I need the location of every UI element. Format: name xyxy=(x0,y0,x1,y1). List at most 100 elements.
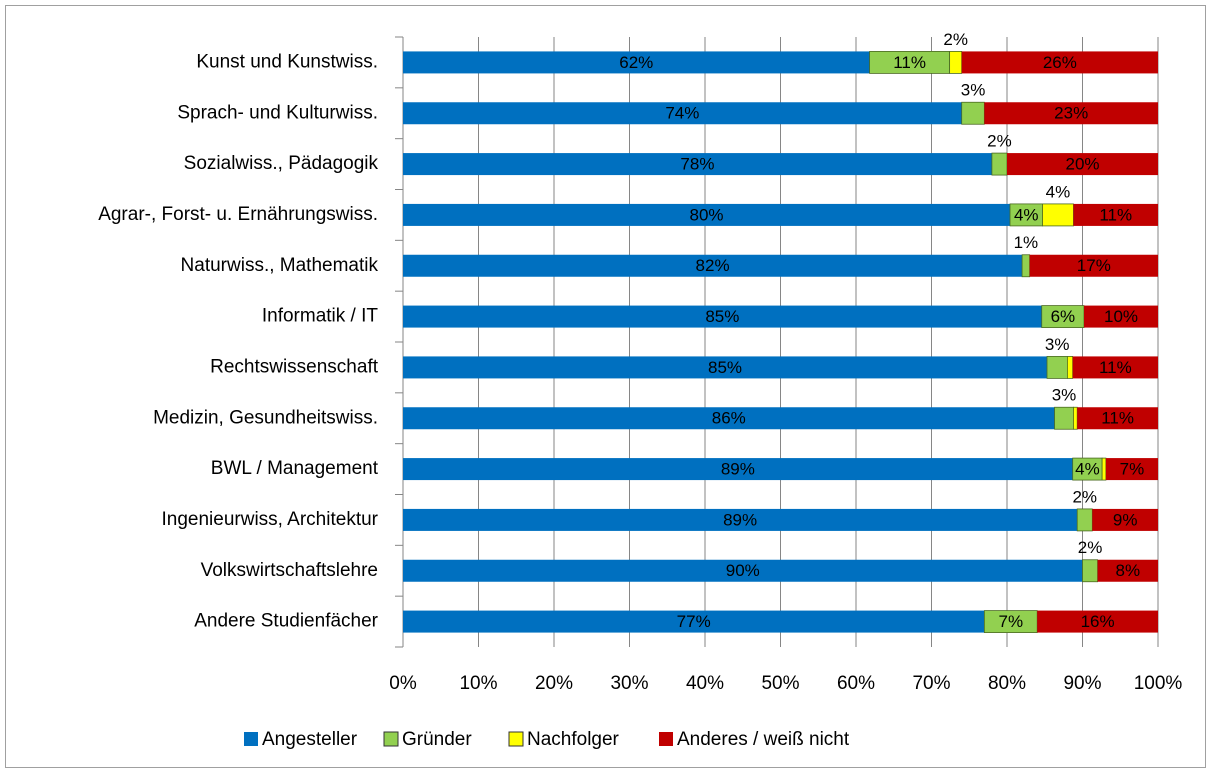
y-tick-label: Informatik / IT xyxy=(262,306,379,327)
data-label: 80% xyxy=(689,205,723,224)
data-label: 23% xyxy=(1054,104,1088,123)
data-label: 4% xyxy=(1075,460,1100,479)
bar-segment xyxy=(1073,203,1158,226)
bar-segment xyxy=(949,51,963,74)
data-label: 17% xyxy=(1077,256,1111,275)
data-label: 2% xyxy=(1072,487,1097,506)
bar-segment xyxy=(1046,356,1068,379)
bar-segment xyxy=(403,305,1042,328)
data-label: 74% xyxy=(665,104,699,123)
data-label: 7% xyxy=(1120,460,1145,479)
data-label: 11% xyxy=(1099,205,1132,224)
y-tick-label: Kunst und Kunstwiss. xyxy=(196,51,378,72)
bar-segment xyxy=(403,51,870,74)
bar-segment xyxy=(403,153,992,176)
data-label: 77% xyxy=(677,612,711,631)
data-label: 11% xyxy=(893,53,926,72)
legend-label: Nachfolger xyxy=(527,729,620,750)
legend-label: Anderes / weiß nicht xyxy=(677,729,850,750)
legend-label: Gründer xyxy=(402,729,472,750)
data-label: 2% xyxy=(987,132,1012,151)
y-tick-label: Volkswirtschaftslehre xyxy=(201,560,378,581)
bar-segment xyxy=(1054,406,1074,430)
bar-segment xyxy=(1029,254,1158,277)
chart-border xyxy=(5,5,1206,768)
bar-segment xyxy=(403,458,1073,481)
bar-segment xyxy=(1073,406,1078,430)
bar-segment xyxy=(1007,153,1158,176)
data-label: 85% xyxy=(705,307,739,326)
data-label: 20% xyxy=(1065,155,1099,174)
y-tick-label: Sozialwiss., Pädagogik xyxy=(184,153,379,174)
x-tick-label: 80% xyxy=(988,673,1026,694)
data-label: 1% xyxy=(1014,233,1039,252)
data-label: 78% xyxy=(680,155,714,174)
data-label: 86% xyxy=(712,409,746,428)
legend-swatch xyxy=(383,731,399,747)
data-label: 2% xyxy=(943,30,968,49)
y-tick-label: Sprach- und Kulturwiss. xyxy=(177,102,378,123)
bar-segment xyxy=(1092,508,1158,531)
data-label: 82% xyxy=(696,256,730,275)
data-label: 4% xyxy=(1014,205,1039,224)
y-tick-label: Agrar-, Forst- u. Ernährungswiss. xyxy=(98,204,378,225)
bar-segment xyxy=(1021,254,1031,278)
bar-segment xyxy=(403,508,1078,531)
bar-segment xyxy=(403,559,1083,582)
y-tick-label: Naturwiss., Mathematik xyxy=(181,255,379,276)
bar-segment xyxy=(1084,305,1158,328)
data-label: 16% xyxy=(1081,612,1115,631)
bar-segment xyxy=(1072,356,1158,379)
data-label: 6% xyxy=(1051,307,1076,326)
x-tick-label: 30% xyxy=(610,673,648,694)
data-label: 89% xyxy=(723,510,757,529)
bar-segment xyxy=(403,102,962,125)
data-label: 11% xyxy=(1101,409,1134,428)
x-tick-label: 40% xyxy=(686,673,724,694)
data-label: 89% xyxy=(721,460,755,479)
x-tick-label: 0% xyxy=(389,673,417,694)
bar-segment xyxy=(403,203,1011,226)
legend-label: Angesteller xyxy=(262,729,358,750)
bar-segment xyxy=(403,254,1023,277)
data-label: 11% xyxy=(1099,358,1132,377)
data-label: 4% xyxy=(1046,182,1071,201)
bar-segment xyxy=(1105,458,1158,481)
data-label: 62% xyxy=(619,53,653,72)
data-label: 7% xyxy=(998,612,1023,631)
y-tick-label: Ingenieurwiss, Architektur xyxy=(162,509,379,530)
data-label: 3% xyxy=(1045,335,1070,354)
legend-swatch xyxy=(659,732,673,746)
bar-segment xyxy=(1097,559,1158,582)
x-tick-label: 100% xyxy=(1134,673,1183,694)
x-tick-label: 70% xyxy=(912,673,950,694)
data-label: 10% xyxy=(1104,307,1138,326)
bar-segment xyxy=(1067,356,1074,379)
bar-segment xyxy=(991,152,1008,176)
y-tick-label: BWL / Management xyxy=(211,458,379,479)
data-label: 9% xyxy=(1113,510,1138,529)
bar-segment xyxy=(961,51,1158,74)
data-label: 85% xyxy=(708,358,742,377)
x-tick-label: 50% xyxy=(761,673,799,694)
bar-segment xyxy=(403,356,1048,379)
y-tick-label: Rechtswissenschaft xyxy=(210,356,379,377)
x-tick-label: 60% xyxy=(837,673,875,694)
legend-swatch xyxy=(244,732,258,746)
y-tick-label: Medizin, Gesundheitswiss. xyxy=(153,407,378,428)
x-tick-label: 10% xyxy=(459,673,497,694)
bar-segment xyxy=(961,101,985,125)
x-tick-label: 20% xyxy=(535,673,573,694)
bar-segment xyxy=(1037,610,1158,633)
bar-segment xyxy=(403,407,1055,430)
data-label: 2% xyxy=(1078,538,1103,557)
data-label: 26% xyxy=(1043,53,1077,72)
data-label: 3% xyxy=(961,81,986,100)
data-label: 3% xyxy=(1052,386,1077,405)
bar-segment xyxy=(403,610,985,633)
x-tick-label: 90% xyxy=(1063,673,1101,694)
bar-segment xyxy=(1042,203,1074,227)
bar-segment xyxy=(1101,457,1107,481)
bar-segment xyxy=(1076,508,1093,532)
bar-segment xyxy=(1077,407,1158,430)
